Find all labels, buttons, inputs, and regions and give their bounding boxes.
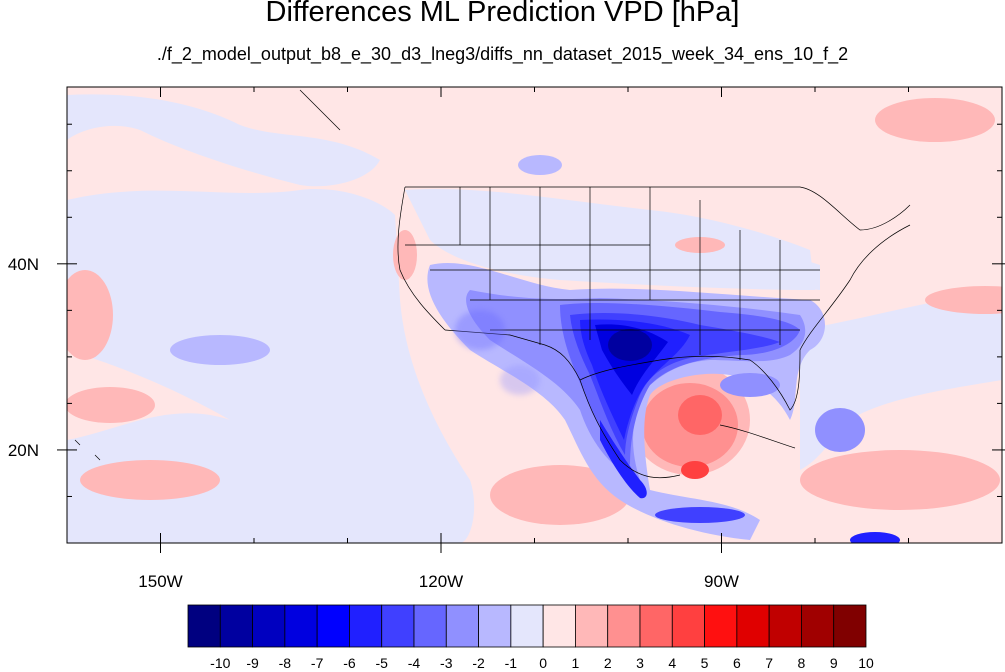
colorbar-label: -3 xyxy=(440,655,453,671)
colorbar-label: 1 xyxy=(572,655,580,671)
texture-2 xyxy=(500,365,540,395)
colorbar-swatch xyxy=(381,604,415,648)
cuba-outline xyxy=(719,424,796,449)
colorbar-label: 2 xyxy=(604,655,612,671)
texture-1 xyxy=(455,310,505,350)
colorbar-label: 9 xyxy=(830,655,838,671)
patch-canada-east xyxy=(875,98,995,142)
us-canada-border xyxy=(405,186,911,231)
field-texture xyxy=(455,310,540,395)
lat-tick-label: 40N xyxy=(8,255,39,274)
colorbar-swatch xyxy=(510,604,544,648)
canada-coast-northwest xyxy=(299,89,341,131)
patch-caribbean-east xyxy=(800,450,1000,510)
region-light-blue-pacific xyxy=(67,189,475,543)
patch-california xyxy=(393,230,417,280)
colorbar-swatch xyxy=(478,604,512,648)
colorbar-label: 10 xyxy=(858,655,874,671)
colorbar-label: 8 xyxy=(798,655,806,671)
colorbar-swatch xyxy=(413,604,447,648)
colorbar-label: 6 xyxy=(733,655,741,671)
patch-hawaii-south xyxy=(80,460,220,500)
colorbar-label: -8 xyxy=(279,655,292,671)
colorbar-swatch xyxy=(736,604,770,648)
colorbar-label: 5 xyxy=(701,655,709,671)
region-light-blue-northwest xyxy=(67,94,380,187)
colorbar-label: -6 xyxy=(343,655,356,671)
colorbar-label: -10 xyxy=(210,655,230,671)
positive-patches xyxy=(67,98,1002,525)
colorbar-swatch xyxy=(607,604,641,648)
colorbar-swatch xyxy=(445,604,479,648)
map-title: Differences ML Prediction VPD [hPa] xyxy=(265,0,740,28)
region-light-blue-atlantic xyxy=(800,290,1002,470)
lat-tick-label: 20N xyxy=(8,441,39,460)
colorbar-label: -2 xyxy=(472,655,485,671)
colorbar-swatch xyxy=(704,604,738,648)
neg-florida-patch xyxy=(720,373,780,397)
colorbar-label: -1 xyxy=(505,655,518,671)
lon-tick-label: 90W xyxy=(704,572,739,591)
colorbar-swatch xyxy=(833,604,867,648)
colorbar-swatch xyxy=(542,604,576,648)
gulf-level-4 xyxy=(681,461,709,479)
colorbar-label: 7 xyxy=(765,655,773,671)
colorbar-label: -5 xyxy=(375,655,388,671)
patch-mexico-southwest xyxy=(490,465,630,525)
patch-east-pacific-2 xyxy=(67,387,155,423)
colorbar-label: -4 xyxy=(408,655,421,671)
neg-canada-patch xyxy=(518,155,562,175)
colorbar-swatch xyxy=(768,604,802,648)
state-lines xyxy=(405,187,820,360)
us-negative-region xyxy=(170,155,900,543)
patch-atlantic-north xyxy=(925,286,1002,314)
colorbar-label: -7 xyxy=(311,655,324,671)
colorbar-swatch xyxy=(284,604,318,648)
us-gulf-coast xyxy=(579,224,911,411)
colorbar-swatch xyxy=(349,604,383,648)
neg-central-america xyxy=(655,507,745,523)
colorbar-swatch xyxy=(316,604,350,648)
mexico-east-coast xyxy=(579,379,681,479)
us-west-coast xyxy=(397,186,446,331)
colorbar-swatch xyxy=(252,604,286,648)
colorbar-swatch xyxy=(219,604,253,648)
gulf-level-3 xyxy=(678,395,722,435)
colorbar-swatch xyxy=(671,604,705,648)
political-boundaries xyxy=(74,89,911,479)
us-mexico-border xyxy=(444,329,581,381)
neg-south-corner xyxy=(850,532,900,543)
gulf-positive-region xyxy=(630,365,750,479)
vpd-difference-field xyxy=(67,87,1002,543)
colorbar: -10 -9 -8 -7 -6 -5 -4 -3 -2 -1 0 1 2 3 4 5 6 7 8 9 10 xyxy=(187,604,874,671)
colorbar-label: -9 xyxy=(246,655,259,671)
hawaii-outline xyxy=(74,439,101,461)
neg-pacific-patch xyxy=(170,335,270,365)
lon-tick-label: 120W xyxy=(419,572,463,591)
colorbar-swatch xyxy=(801,604,835,648)
colorbar-swatch xyxy=(639,604,673,648)
colorbar-label: 3 xyxy=(636,655,644,671)
lon-tick-label: 150W xyxy=(138,572,182,591)
axis-tick-labels: 150W 120W 90W 40N 20N xyxy=(8,255,739,591)
patch-east-pacific-1 xyxy=(67,270,113,360)
neg-level-core xyxy=(608,329,652,361)
colorbar-swatch xyxy=(575,604,609,648)
neg-coast-strip xyxy=(600,420,647,499)
colorbar-label: 4 xyxy=(668,655,676,671)
colorbar-swatch xyxy=(187,604,221,648)
neg-bahamas-patch xyxy=(815,408,865,452)
colorbar-label: 0 xyxy=(539,655,547,671)
map-subtitle: ./f_2_model_output_b8_e_30_d3_lneg3/diff… xyxy=(156,44,849,64)
axis-ticks xyxy=(57,87,1005,553)
